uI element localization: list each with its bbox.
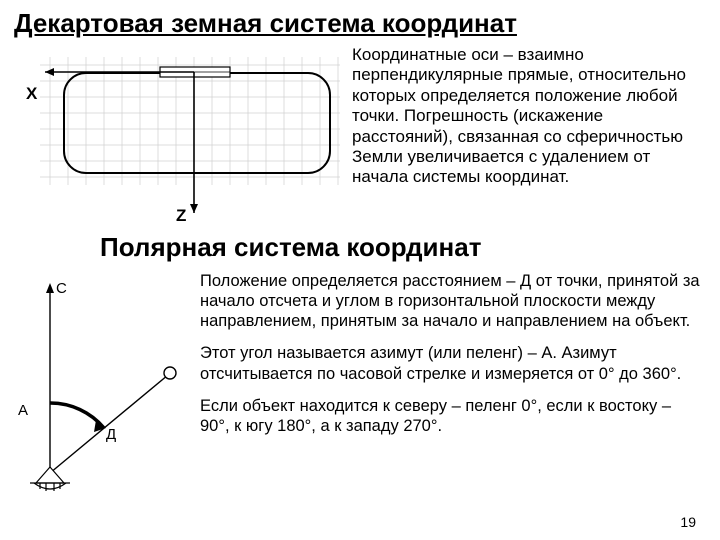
sub-title: Полярная система координат [100, 232, 700, 263]
polar-diagram: С Д А [10, 271, 184, 502]
section-polar: С Д А Положение определяется расстоянием… [10, 271, 700, 502]
section-cartesian: X Z Координатные оси – взаимно перпендик… [10, 45, 700, 228]
c-label: С [56, 280, 67, 297]
page-number: 19 [680, 514, 696, 530]
polar-paragraph-3: Если объект находится к северу – пеленг … [200, 396, 700, 436]
cartesian-diagram: X Z [10, 45, 340, 228]
polar-description: Положение определяется расстоянием – Д о… [200, 271, 700, 502]
polar-paragraph-2: Этот угол называется азимут (или пеленг)… [200, 343, 700, 383]
x-axis-label: X [26, 84, 38, 103]
d-label: Д [106, 426, 116, 443]
polar-paragraph-1: Положение определяется расстоянием – Д о… [200, 271, 700, 331]
a-label: А [18, 402, 28, 419]
main-title: Декартовая земная система координат [10, 8, 700, 39]
z-axis-label: Z [176, 206, 186, 223]
cartesian-paragraph: Координатные оси – взаимно перпендикуляр… [352, 45, 700, 188]
cartesian-description: Координатные оси – взаимно перпендикуляр… [352, 45, 700, 228]
